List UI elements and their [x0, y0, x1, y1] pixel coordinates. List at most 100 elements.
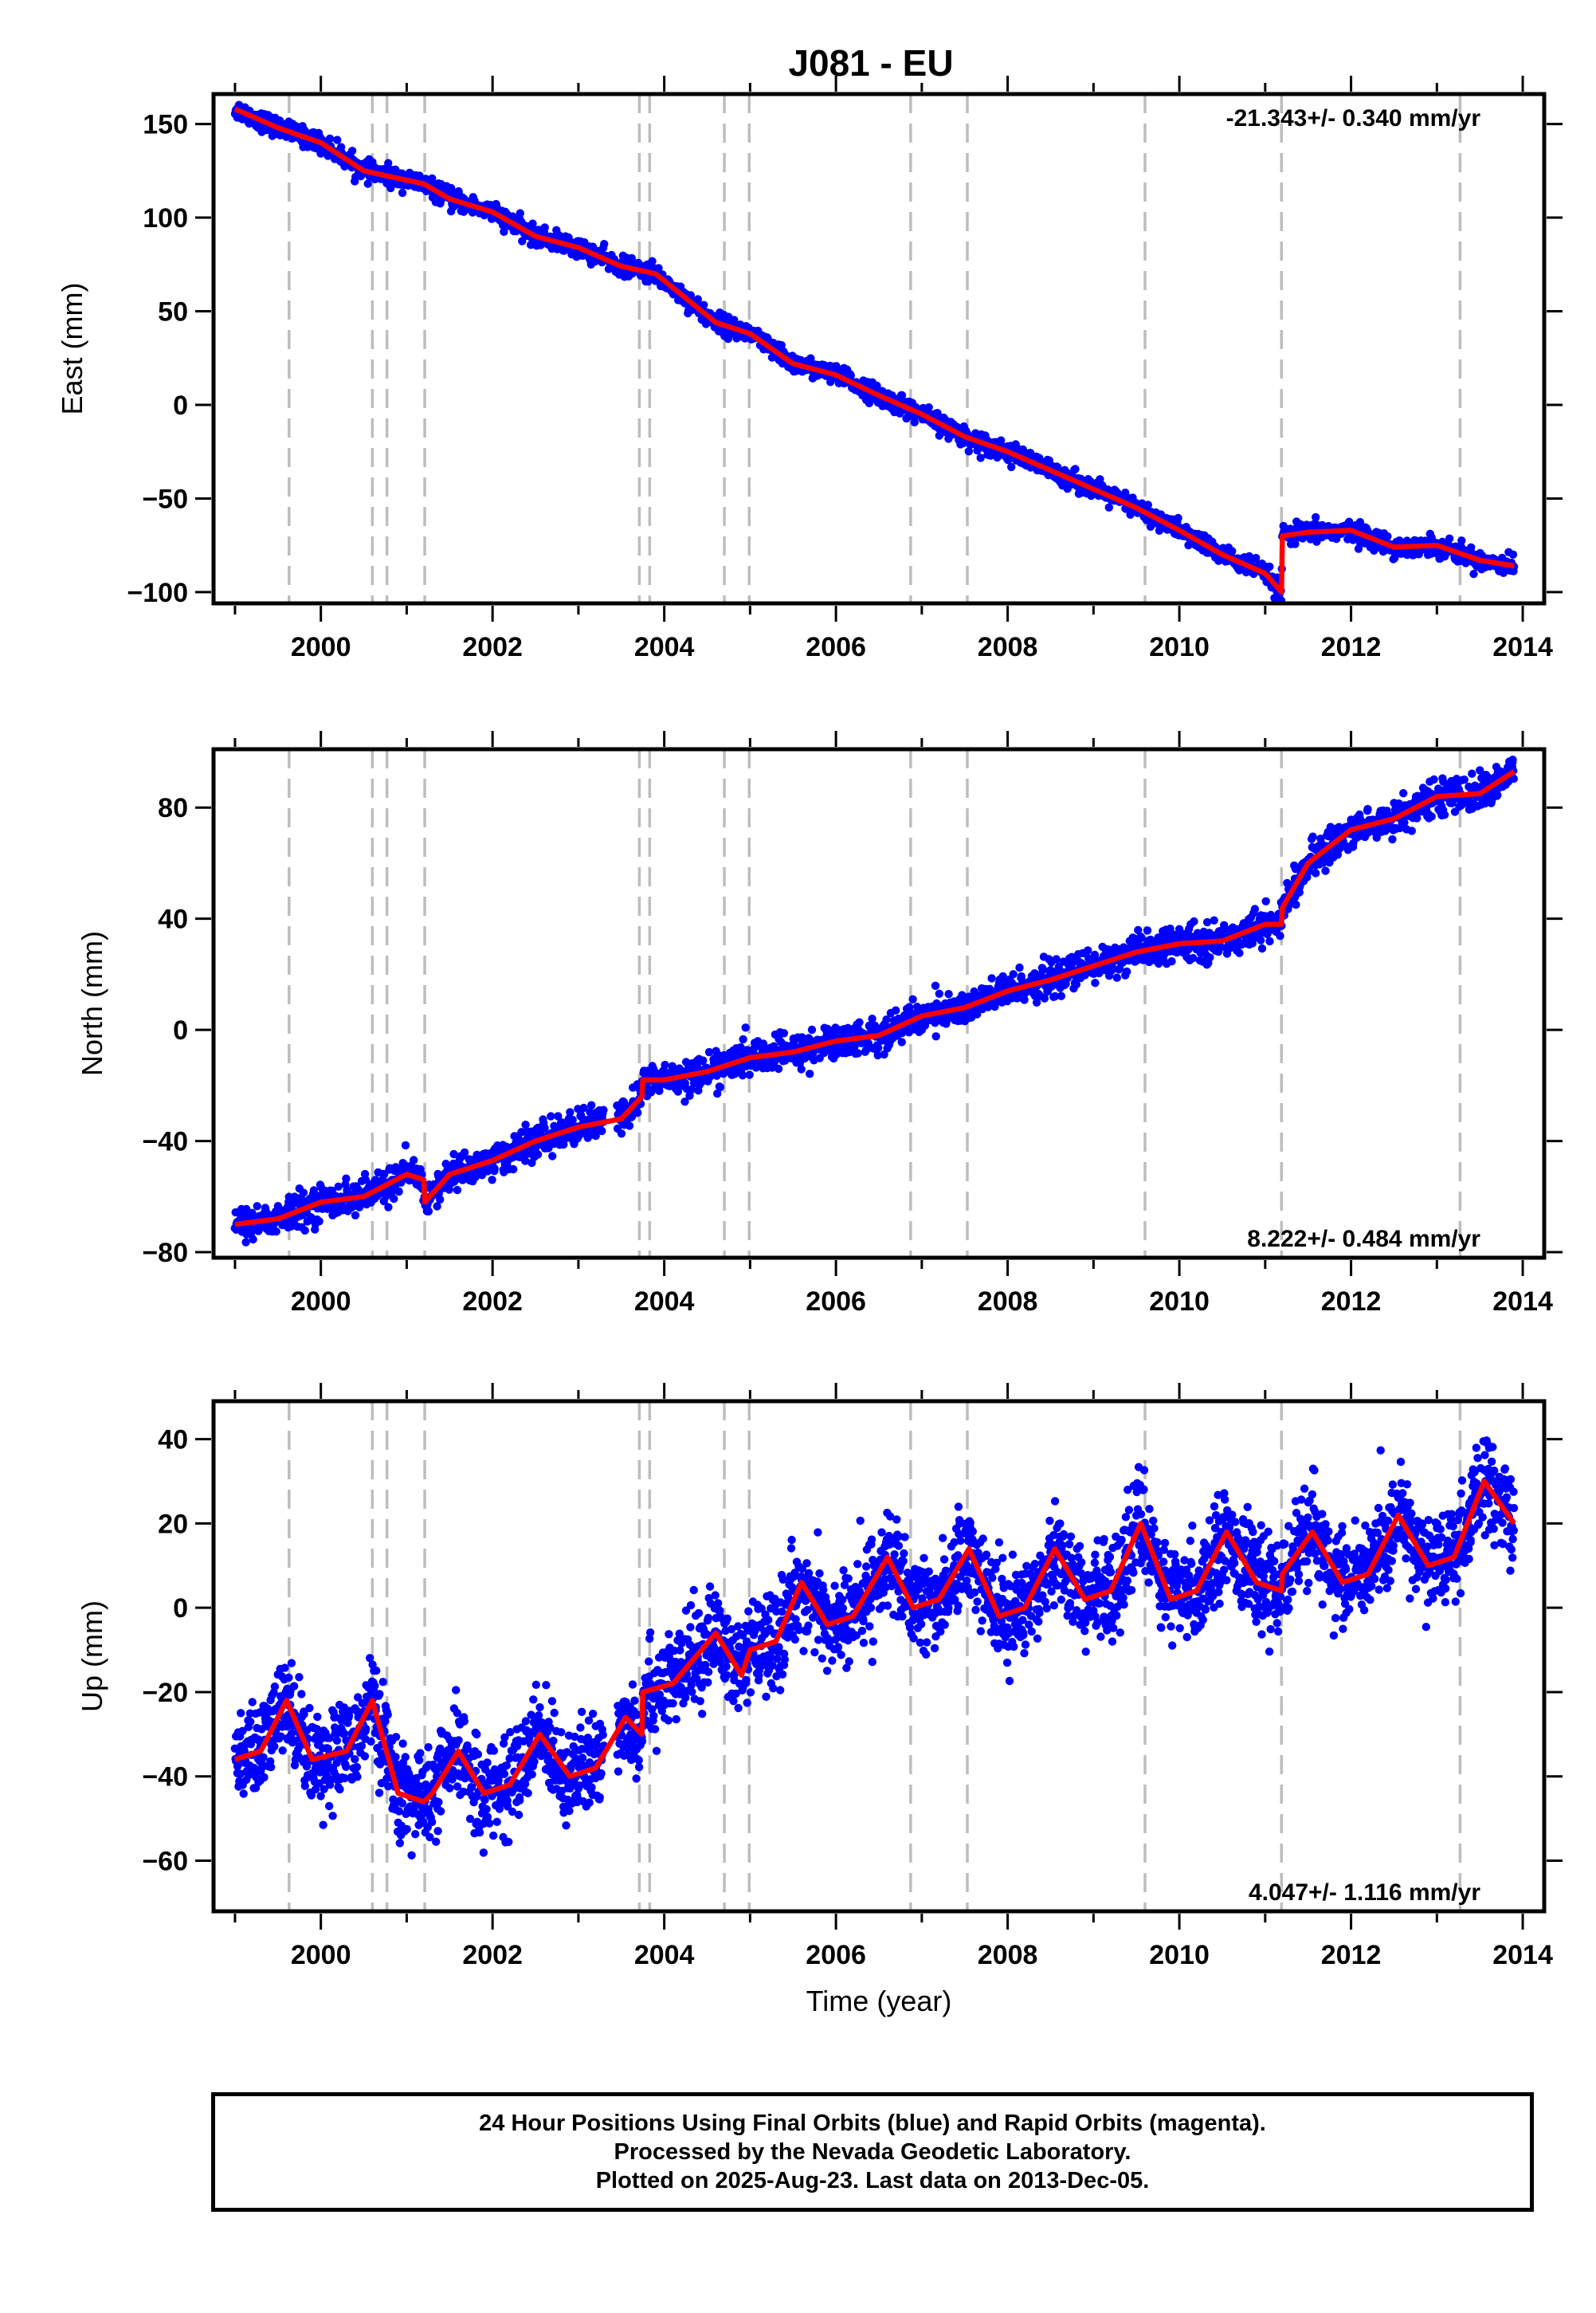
data-point — [1440, 811, 1449, 819]
data-point — [1174, 513, 1182, 523]
data-point — [1427, 812, 1436, 821]
data-point — [1091, 979, 1100, 988]
y-tick-label: 100 — [143, 203, 188, 234]
data-point — [931, 1019, 939, 1027]
data-point — [509, 1164, 518, 1174]
data-point — [568, 1115, 577, 1125]
data-point — [521, 1121, 530, 1129]
data-point — [351, 1211, 360, 1220]
data-point — [600, 240, 609, 249]
data-point — [1468, 769, 1476, 778]
data-point — [309, 1186, 319, 1195]
data-point — [1429, 775, 1438, 784]
data-point — [908, 995, 917, 1004]
data-point — [1018, 977, 1027, 986]
data-point — [853, 1049, 862, 1058]
data-point — [1090, 950, 1100, 960]
data-point — [738, 1071, 747, 1080]
data-point — [436, 1195, 445, 1204]
data-point — [1039, 965, 1048, 974]
data-point — [797, 1065, 806, 1074]
data-point — [1265, 937, 1274, 946]
data-point — [540, 223, 549, 232]
data-point — [964, 447, 974, 456]
data-point — [333, 135, 342, 144]
data-point — [1190, 917, 1198, 926]
data-point — [547, 1112, 555, 1121]
data-point — [1057, 992, 1066, 1000]
panel-north: 2000 2002 2004 2006 2008 2010 2012 2014−80−4004… — [76, 731, 1563, 1317]
data-point — [1143, 926, 1152, 935]
data-point — [1189, 953, 1198, 963]
data-point — [325, 134, 335, 143]
x-tick-label: 2014 — [1492, 632, 1553, 662]
data-point — [241, 1238, 250, 1247]
data-point — [587, 1101, 596, 1109]
data-point — [299, 1188, 308, 1197]
data-point — [745, 1070, 754, 1079]
data-point — [1084, 946, 1092, 955]
data-point — [806, 354, 815, 363]
data-point — [520, 1156, 530, 1165]
data-point — [759, 1039, 768, 1048]
data-point — [897, 391, 907, 400]
data-point — [648, 257, 657, 265]
data-point — [500, 227, 508, 236]
data-point — [892, 1006, 900, 1015]
data-point — [433, 1202, 441, 1211]
data-point — [272, 1227, 280, 1236]
data-point — [944, 990, 953, 999]
data-point — [716, 1082, 725, 1092]
data-point — [633, 1108, 642, 1117]
x-tick-label: 2002 — [462, 632, 523, 662]
data-point — [253, 1202, 261, 1211]
data-point — [300, 1226, 309, 1235]
north-plot-area — [230, 749, 1519, 1258]
data-point — [1388, 834, 1397, 844]
y-tick-label: 50 — [158, 297, 188, 328]
data-point — [1355, 517, 1365, 527]
data-point — [1363, 804, 1372, 814]
data-point — [882, 1015, 891, 1024]
data-point — [516, 209, 524, 218]
data-point — [1007, 462, 1016, 472]
data-point — [1050, 992, 1060, 1001]
panel-east: 2000 2002 2004 2006 2008 2010 2012 2014−100−500… — [56, 76, 1563, 662]
data-point — [1040, 994, 1049, 1003]
data-point — [1308, 832, 1317, 841]
data-point — [1372, 833, 1382, 842]
data-point — [617, 1129, 626, 1138]
data-point — [1072, 980, 1081, 989]
data-point — [699, 1056, 708, 1065]
data-point — [361, 1176, 371, 1184]
data-point — [1134, 925, 1143, 935]
data-point — [488, 1176, 496, 1184]
data-point — [424, 1207, 433, 1216]
data-point — [1206, 953, 1214, 962]
data-point — [987, 974, 996, 983]
data-point — [897, 1038, 906, 1047]
y-tick-label: −50 — [142, 484, 188, 514]
east-frame — [211, 92, 1547, 606]
data-point — [1052, 955, 1061, 964]
data-point — [806, 1070, 814, 1078]
data-point — [685, 1091, 694, 1101]
data-point — [490, 1164, 499, 1173]
data-point — [363, 179, 372, 188]
y-tick-label: −100 — [127, 578, 188, 608]
chart-title: J081 - EU — [788, 42, 953, 84]
data-point — [1457, 536, 1466, 545]
data-point — [460, 1148, 469, 1157]
data-point — [548, 1152, 557, 1160]
data-point — [533, 1150, 543, 1159]
data-point — [401, 1141, 410, 1150]
east-y-axis-label: East (mm) — [56, 283, 88, 415]
data-point — [1020, 995, 1029, 1004]
data-point — [1032, 998, 1041, 1007]
data-point — [693, 295, 703, 304]
data-point — [931, 1032, 940, 1041]
data-point — [868, 1015, 876, 1023]
data-point — [579, 1103, 588, 1113]
data-point — [598, 1126, 606, 1136]
data-point — [668, 1062, 676, 1070]
